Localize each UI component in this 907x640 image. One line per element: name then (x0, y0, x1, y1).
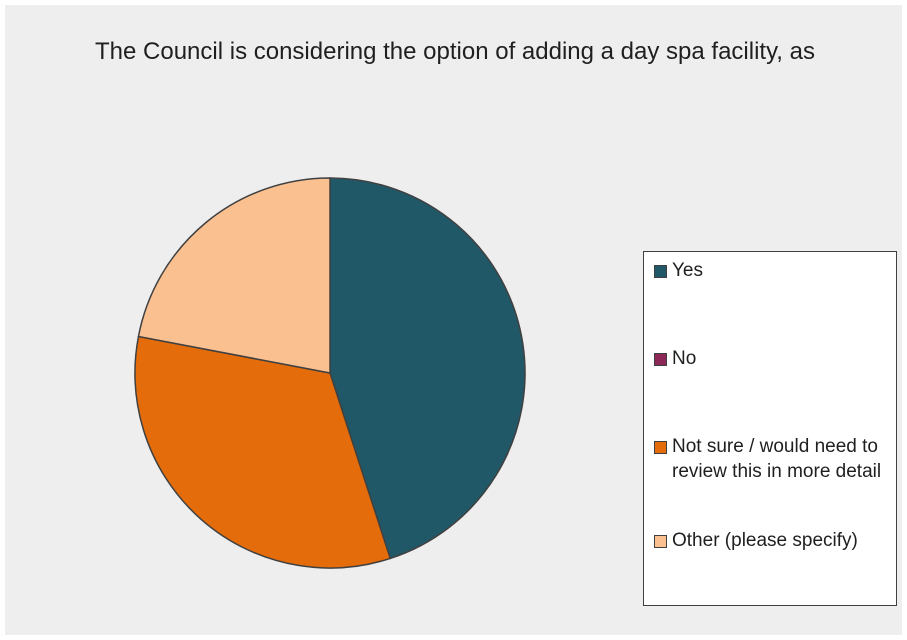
legend-item: Yes (654, 258, 892, 283)
chart-legend: Yes No Not sure / would need to review thi… (643, 251, 897, 606)
legend-item: No (654, 346, 892, 371)
legend-label: Other (please specify) (672, 530, 858, 551)
legend-label: Not sure / would need to review this in … (672, 436, 882, 482)
chart-title: The Council is considering the option of… (95, 38, 815, 65)
legend-item: Other (please specify) (654, 528, 892, 553)
legend-label: Yes (672, 260, 703, 281)
pie-chart (134, 177, 526, 569)
legend-item: Not sure / would need to review this in … (654, 434, 892, 484)
pie-slice-not-sure-would-need-to-review-this-in-more-detail (134, 335, 392, 569)
legend-swatch (654, 265, 667, 278)
chart-area: The Council is considering the option of… (5, 5, 902, 635)
legend-swatch (654, 535, 667, 548)
legend-swatch (654, 353, 667, 366)
pie-slice-yes (329, 177, 526, 560)
legend-swatch (654, 441, 667, 454)
legend-label: No (672, 348, 697, 369)
pie-slice-other-please-specify (137, 177, 331, 374)
